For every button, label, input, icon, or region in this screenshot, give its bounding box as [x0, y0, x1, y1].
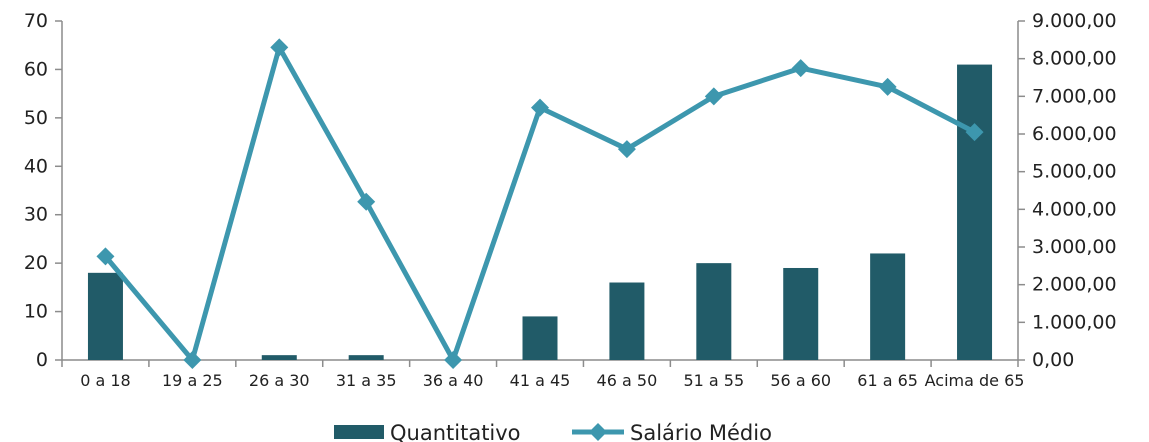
- x-tick-label: 61 a 65: [857, 371, 918, 390]
- right-tick-label: 5.000,00: [1032, 161, 1117, 183]
- left-tick-label: 50: [24, 107, 48, 129]
- left-tick-label: 30: [24, 204, 48, 226]
- bar-quantitativo: [262, 355, 297, 360]
- x-tick-label: 36 a 40: [423, 371, 484, 390]
- legend-swatch-quantitativo: [334, 425, 384, 439]
- left-tick-label: 60: [24, 58, 48, 80]
- right-tick-label: 0,00: [1032, 349, 1074, 371]
- legend-swatch-salario-medio-marker: [589, 423, 607, 441]
- salario-medio-point: [879, 78, 897, 96]
- x-tick-label: 41 a 45: [510, 371, 571, 390]
- bar-quantitativo: [88, 273, 123, 360]
- x-tick-label: Acima de 65: [925, 371, 1025, 390]
- legend-label-salario-medio: Salário Médio: [630, 421, 772, 442]
- right-y-axis-ticks: 0,00 1.000,00 2.000,00 3.000,00 4.000,00 5.00…: [1018, 10, 1117, 371]
- right-tick-label: 3.000,00: [1032, 236, 1117, 258]
- legend-label-quantitativo: Quantitativo: [390, 421, 521, 442]
- x-tick-label: 31 a 35: [336, 371, 397, 390]
- left-tick-label: 40: [24, 155, 48, 177]
- left-tick-label: 20: [24, 252, 48, 274]
- salario-medio-point: [792, 59, 810, 77]
- right-tick-label: 1.000,00: [1032, 311, 1117, 333]
- x-tick-label: 46 a 50: [597, 371, 658, 390]
- left-y-axis-ticks: 0 10 20 30 40 50 60 70: [24, 10, 62, 371]
- x-axis-ticks: 0 a 18 19 a 25 26 a 30 31 a 35 36 a 40 41 a 4…: [62, 360, 1024, 390]
- x-tick-label: 51 a 55: [683, 371, 744, 390]
- right-tick-label: 8.000,00: [1032, 48, 1117, 70]
- right-tick-label: 6.000,00: [1032, 123, 1117, 145]
- bar-quantitativo: [609, 283, 644, 360]
- left-tick-label: 70: [24, 10, 48, 32]
- right-tick-label: 9.000,00: [1032, 10, 1117, 32]
- x-tick-label: 0 a 18: [80, 371, 131, 390]
- right-tick-label: 7.000,00: [1032, 85, 1117, 107]
- salario-medio-line: [105, 47, 974, 360]
- legend: Quantitativo Salário Médio: [334, 421, 772, 442]
- bar-quantitativo: [523, 316, 558, 360]
- left-tick-label: 0: [36, 349, 48, 371]
- bar-quantitativo: [957, 65, 992, 360]
- bar-quantitativo: [870, 253, 905, 360]
- right-tick-label: 4.000,00: [1032, 198, 1117, 220]
- bar-quantitativo: [783, 268, 818, 360]
- salario-medio-point: [531, 99, 549, 117]
- x-tick-label: 19 a 25: [162, 371, 223, 390]
- right-tick-label: 2.000,00: [1032, 274, 1117, 296]
- bar-quantitativo: [696, 263, 731, 360]
- bar-quantitativo: [349, 355, 384, 360]
- x-tick-label: 56 a 60: [770, 371, 831, 390]
- left-tick-label: 10: [24, 301, 48, 323]
- x-tick-label: 26 a 30: [249, 371, 310, 390]
